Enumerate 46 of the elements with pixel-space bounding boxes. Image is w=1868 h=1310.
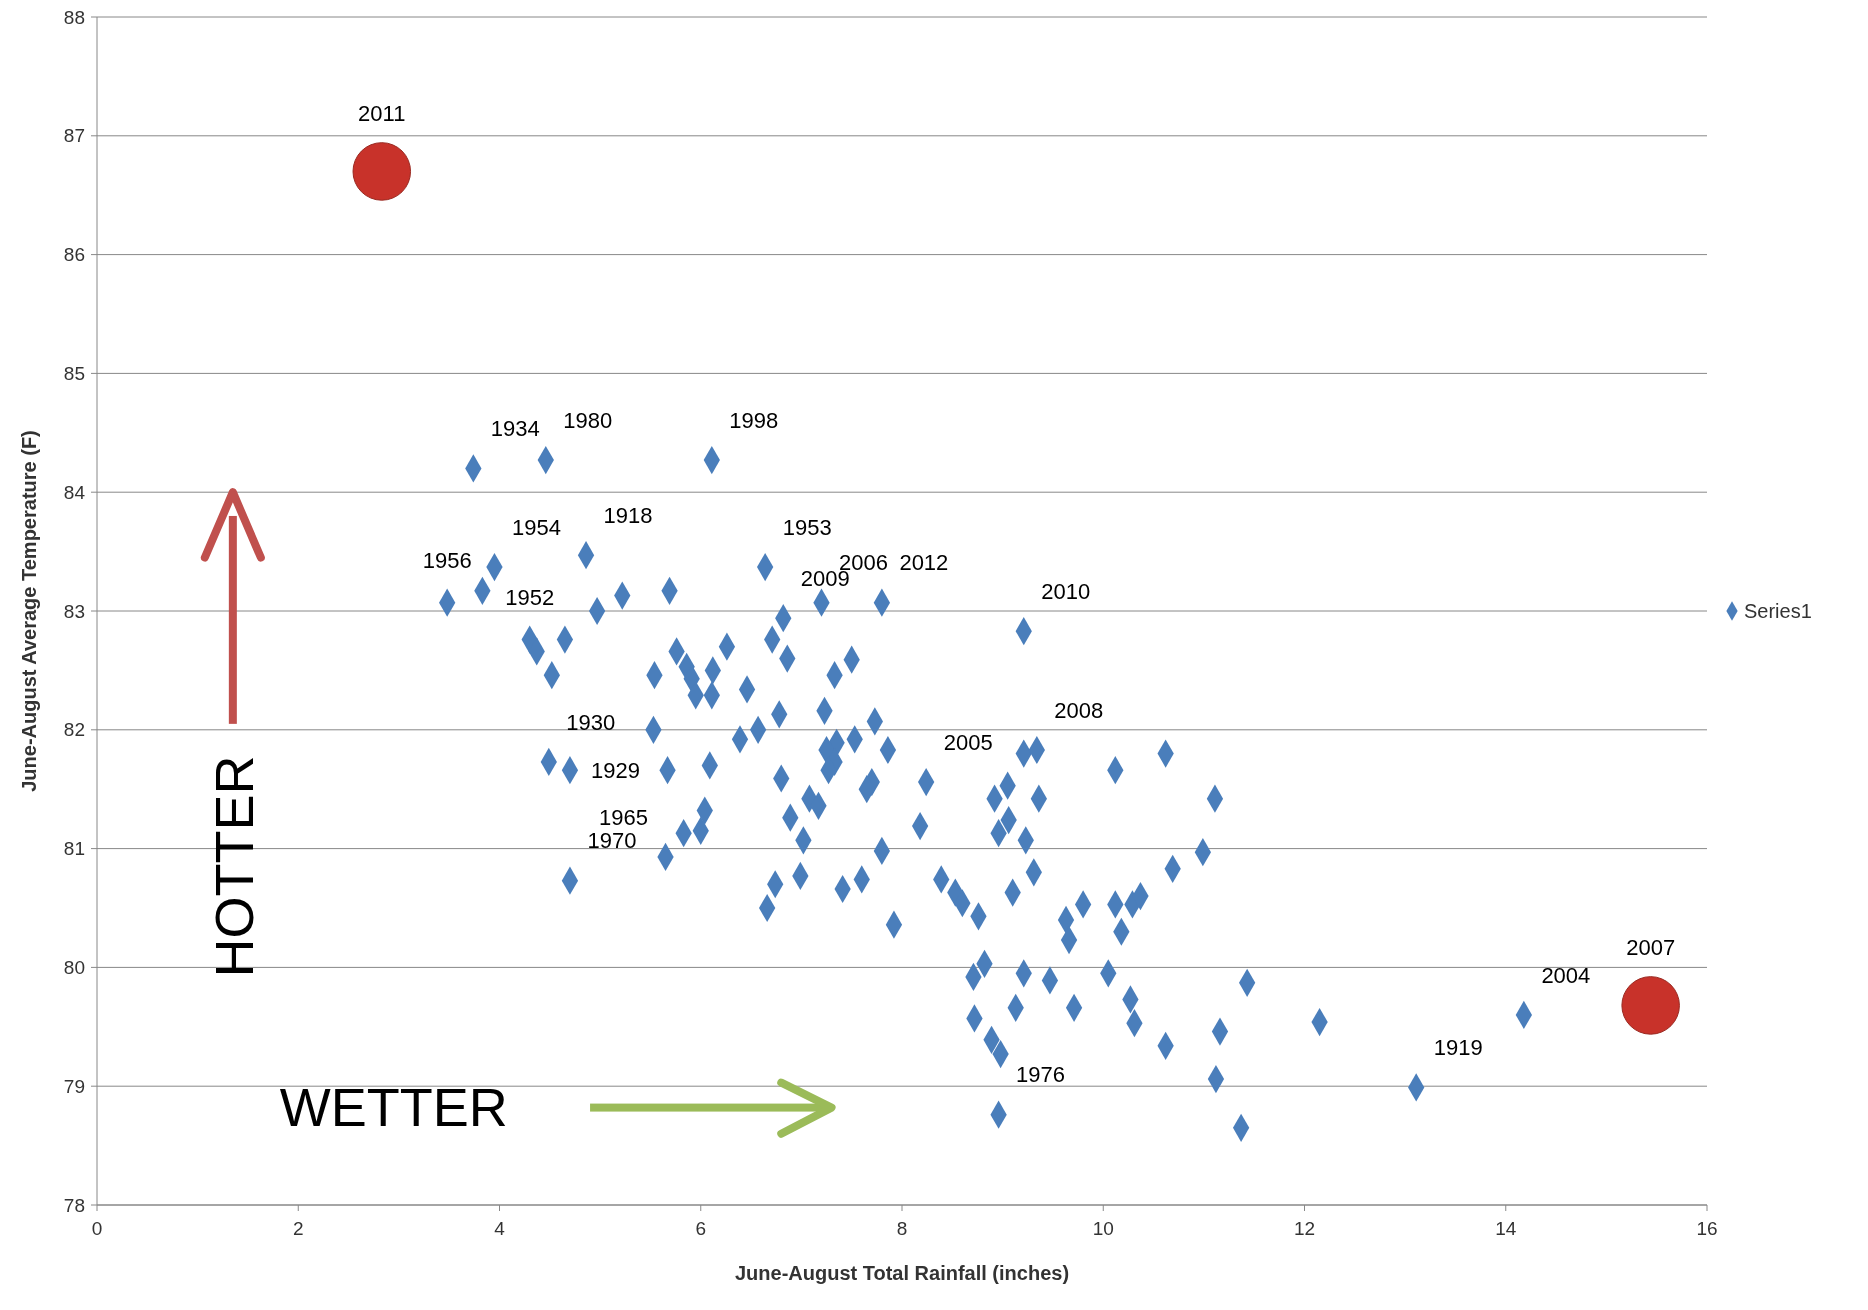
annotation: 2008 — [1054, 697, 1104, 723]
legend-label: Series1 — [1744, 600, 1812, 622]
y-tick-label: 81 — [63, 838, 85, 860]
annotation: WETTER — [279, 1077, 508, 1138]
annotation: 2005 — [943, 729, 993, 755]
x-tick-label: 4 — [494, 1218, 506, 1239]
y-tick-label: 88 — [63, 6, 85, 28]
annotation: 1929 — [591, 757, 641, 783]
annotation: 1919 — [1433, 1035, 1483, 1061]
y-tick-label: 84 — [63, 481, 86, 503]
y-tick-label: 85 — [63, 363, 85, 385]
y-tick-label: 80 — [63, 957, 85, 979]
annotation: 1976 — [1016, 1062, 1066, 1088]
annotation: 1953 — [782, 514, 832, 540]
annotation: 2012 — [899, 550, 949, 576]
x-tick-label: 2 — [292, 1218, 304, 1239]
annotation: 1934 — [490, 416, 540, 442]
x-tick-label: 14 — [1495, 1218, 1517, 1239]
annotation: 2004 — [1541, 962, 1591, 988]
x-tick-label: 10 — [1092, 1218, 1114, 1239]
x-tick-label: 6 — [695, 1218, 707, 1239]
y-axis-title: June-August Average Temperature (F) — [18, 430, 40, 792]
annotation: 2007 — [1626, 935, 1676, 961]
annotation: HOTTER — [203, 755, 264, 978]
annotation: 1998 — [729, 407, 779, 433]
x-tick-label: 16 — [1696, 1218, 1718, 1239]
annotation: 2011 — [358, 101, 406, 127]
y-tick-label: 86 — [63, 244, 85, 266]
x-axis-title: June-August Total Rainfall (inches) — [734, 1262, 1070, 1284]
y-tick-label: 82 — [63, 719, 85, 741]
annotation: 1956 — [422, 548, 472, 574]
annotation: 1952 — [505, 585, 555, 611]
y-tick-label: 83 — [63, 600, 85, 622]
y-tick-label: 87 — [63, 125, 85, 147]
x-tick-label: 0 — [91, 1218, 103, 1239]
y-tick-label: 79 — [63, 1075, 85, 1097]
annotation: 1930 — [566, 709, 616, 735]
annotation: 1965 — [599, 804, 649, 830]
annotation: 1918 — [603, 502, 653, 528]
x-tick-label: 8 — [896, 1218, 908, 1239]
annotation: 2010 — [1041, 578, 1091, 604]
annotation: 1954 — [511, 514, 561, 540]
y-tick-label: 78 — [63, 1194, 85, 1216]
annotation: 1970 — [587, 828, 637, 854]
annotation: 1980 — [563, 407, 613, 433]
x-tick-label: 12 — [1293, 1218, 1316, 1239]
